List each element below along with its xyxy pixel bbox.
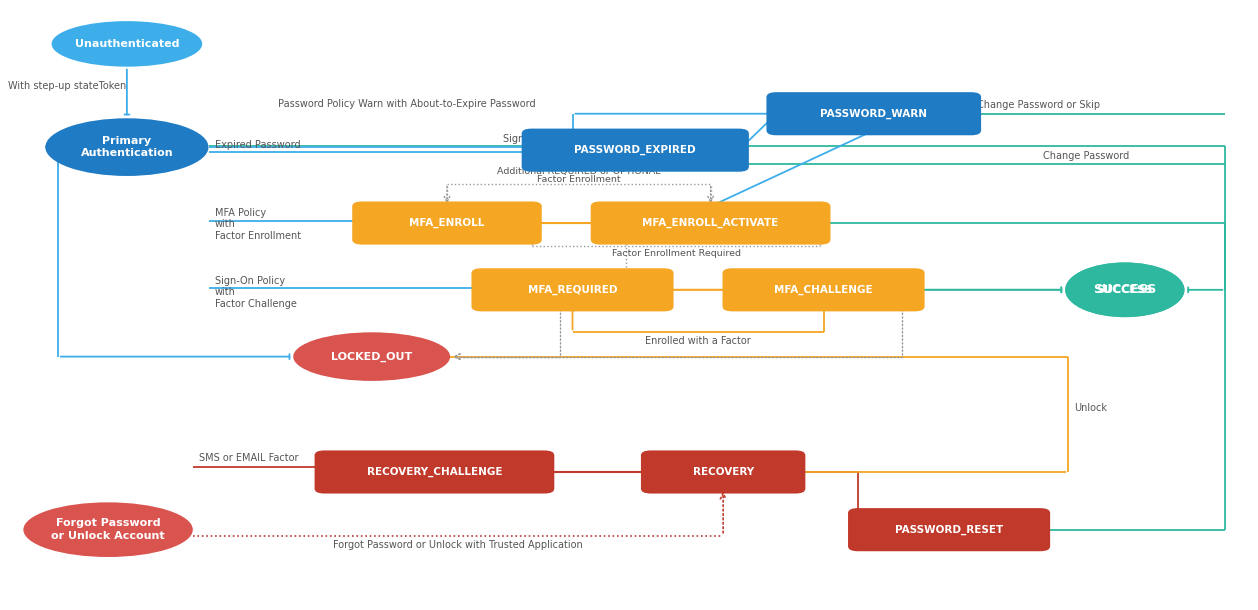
Ellipse shape <box>24 503 192 557</box>
FancyBboxPatch shape <box>640 450 805 493</box>
Text: Sign-On Policy Allow: Sign-On Policy Allow <box>503 134 603 143</box>
Text: MFA_ENROLL_ACTIVATE: MFA_ENROLL_ACTIVATE <box>643 218 779 228</box>
Ellipse shape <box>45 118 209 176</box>
Text: Change Password or Skip: Change Password or Skip <box>977 99 1101 110</box>
Text: Unauthenticated: Unauthenticated <box>74 39 179 49</box>
Text: With step-up stateToken: With step-up stateToken <box>8 81 126 92</box>
Text: Enrolled with a Factor: Enrolled with a Factor <box>645 336 751 346</box>
Text: Additional REQUIRED or OPTIONAL: Additional REQUIRED or OPTIONAL <box>497 167 660 176</box>
FancyBboxPatch shape <box>722 268 925 311</box>
Text: PASSWORD_WARN: PASSWORD_WARN <box>820 109 927 119</box>
Text: Password Policy Warn with About-to-Expire Password: Password Policy Warn with About-to-Expir… <box>278 99 535 109</box>
Ellipse shape <box>52 21 203 66</box>
Text: Primary
Authentication: Primary Authentication <box>81 136 174 159</box>
Ellipse shape <box>1066 262 1185 317</box>
Text: SMS or EMAIL Factor: SMS or EMAIL Factor <box>199 453 298 463</box>
Text: SUCCESS: SUCCESS <box>1097 285 1154 295</box>
Text: PASSWORD_EXPIRED: PASSWORD_EXPIRED <box>575 145 696 156</box>
Text: Change Password: Change Password <box>1043 151 1130 160</box>
Text: Expired Password: Expired Password <box>215 140 301 149</box>
Ellipse shape <box>1066 262 1185 317</box>
Text: Forgot Password
or Unlock Account: Forgot Password or Unlock Account <box>52 518 165 541</box>
Text: RECOVERY_CHALLENGE: RECOVERY_CHALLENGE <box>366 467 502 477</box>
Text: Forgot Password or Unlock with Trusted Application: Forgot Password or Unlock with Trusted A… <box>333 540 582 550</box>
FancyBboxPatch shape <box>472 268 673 311</box>
Text: Sign-On Policy
with
Factor Challenge: Sign-On Policy with Factor Challenge <box>215 276 297 309</box>
Text: MFA Policy
with
Factor Enrollment: MFA Policy with Factor Enrollment <box>215 208 301 241</box>
FancyBboxPatch shape <box>314 450 555 493</box>
FancyBboxPatch shape <box>848 508 1050 551</box>
Text: Factor Enrollment Required: Factor Enrollment Required <box>611 249 741 258</box>
Text: MFA_ENROLL: MFA_ENROLL <box>409 218 484 228</box>
Ellipse shape <box>293 332 450 381</box>
Text: LOCKED_OUT: LOCKED_OUT <box>331 351 413 362</box>
FancyBboxPatch shape <box>591 201 830 245</box>
Text: Unlock: Unlock <box>1074 403 1107 413</box>
FancyBboxPatch shape <box>766 92 981 135</box>
FancyBboxPatch shape <box>522 129 749 171</box>
FancyBboxPatch shape <box>352 201 542 245</box>
Text: PASSWORD_RESET: PASSWORD_RESET <box>894 525 1003 535</box>
Text: MFA_CHALLENGE: MFA_CHALLENGE <box>774 285 873 295</box>
Text: SUCCESS: SUCCESS <box>1093 283 1156 296</box>
Text: MFA_REQUIRED: MFA_REQUIRED <box>528 285 618 295</box>
Text: Factor Enrollment: Factor Enrollment <box>537 176 620 184</box>
Text: RECOVERY: RECOVERY <box>693 467 754 477</box>
